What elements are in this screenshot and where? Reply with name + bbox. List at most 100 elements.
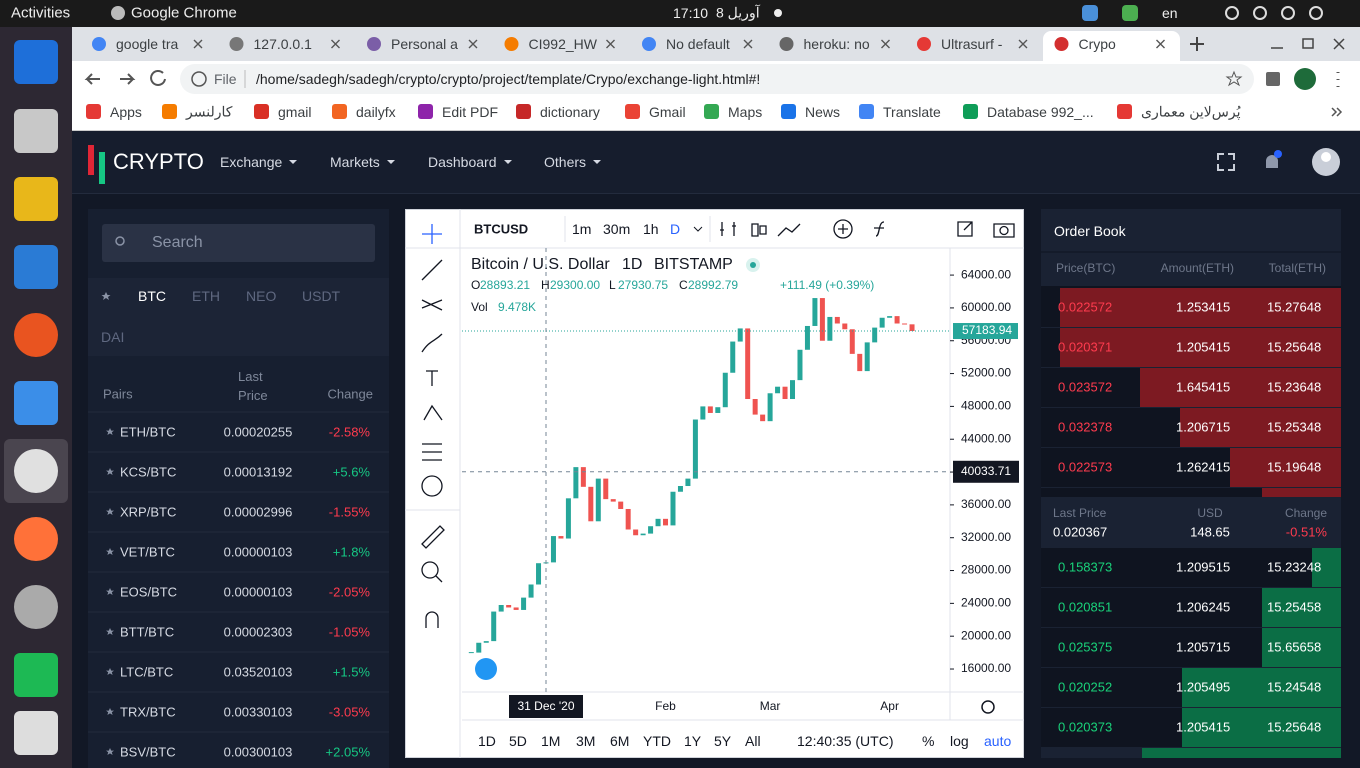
pair[interactable]: VET/BTC — [120, 544, 175, 560]
activities[interactable]: Activities — [11, 4, 71, 22]
range[interactable]: 1Y — [684, 733, 702, 749]
market-tab[interactable]: BTC — [138, 288, 166, 304]
range[interactable]: 1M — [541, 733, 561, 749]
url[interactable]: /home/sadegh/sadegh/crypto/crypto/projec… — [256, 71, 761, 87]
app-menu[interactable]: Google Chrome — [131, 4, 237, 22]
market-tab[interactable]: ETH — [192, 288, 220, 304]
bookmark[interactable]: Translate — [883, 104, 941, 120]
bookmark[interactable]: کارلنسر — [186, 103, 233, 120]
ask-cell[interactable]: 15.25348 — [1267, 419, 1322, 435]
pair[interactable]: XRP/BTC — [120, 504, 177, 520]
ask-cell[interactable]: 15.19648 — [1267, 459, 1322, 475]
range[interactable]: 5Y — [714, 733, 732, 749]
market-tab[interactable]: NEO — [246, 288, 277, 304]
bid-cell[interactable]: 15.25458 — [1267, 599, 1322, 615]
interval[interactable]: 1m — [572, 221, 592, 237]
bid-cell[interactable]: 0.158373 — [1058, 559, 1113, 575]
tab-title[interactable]: CI992_HW — [528, 36, 597, 52]
ask-cell[interactable]: 15.27648 — [1267, 299, 1322, 315]
bid-cell[interactable]: 15.23248 — [1267, 559, 1322, 575]
bookmark[interactable]: Gmail — [649, 104, 686, 120]
pair[interactable]: BSV/BTC — [120, 744, 176, 760]
tab-title[interactable]: Personal a — [391, 36, 458, 52]
ask-cell[interactable]: 1.205415 — [1176, 339, 1231, 355]
bookmark[interactable]: Apps — [110, 104, 142, 120]
ask-cell[interactable]: 0.020371 — [1058, 339, 1113, 355]
ask-cell[interactable]: 0.032378 — [1058, 419, 1113, 435]
bid-cell[interactable]: 0.025375 — [1058, 639, 1113, 655]
search-box[interactable] — [102, 224, 375, 262]
tab-title[interactable]: 127.0.0.1 — [253, 36, 312, 52]
ask-cell[interactable]: 15.25648 — [1267, 339, 1322, 355]
bookmark[interactable]: Maps — [728, 104, 763, 120]
bookmark[interactable]: dictionary — [540, 104, 600, 120]
market-tab[interactable]: USDT — [302, 288, 341, 304]
ask-cell[interactable]: 0.023572 — [1058, 379, 1113, 395]
bid-cell[interactable]: 0.020252 — [1058, 679, 1113, 695]
bookmark[interactable]: dailyfx — [356, 104, 396, 120]
interval[interactable]: D — [670, 221, 681, 237]
bid-cell[interactable]: 1.205415 — [1176, 719, 1231, 735]
interval[interactable]: 30m — [603, 221, 631, 237]
omnibox[interactable] — [180, 64, 1254, 94]
bid-cell[interactable]: 15.25648 — [1267, 719, 1322, 735]
bid-cell[interactable]: 1.209515 — [1176, 559, 1231, 575]
range[interactable]: 6M — [610, 733, 630, 749]
tab-title[interactable]: heroku: no — [803, 36, 870, 52]
bookmark-icon — [1117, 104, 1132, 119]
tab-title[interactable]: google tra — [116, 36, 179, 52]
bid-cell[interactable]: 1.206245 — [1176, 599, 1231, 615]
bid-cell[interactable]: 15.65658 — [1267, 639, 1322, 655]
interval[interactable]: 1h — [643, 221, 659, 237]
bookmark[interactable]: Edit PDF — [442, 104, 499, 120]
range[interactable]: YTD — [643, 733, 671, 749]
ask-cell[interactable]: 0.022572 — [1058, 299, 1113, 315]
toolbar-icon — [720, 222, 736, 236]
bid-cell[interactable]: 1.205715 — [1176, 639, 1231, 655]
range[interactable]: 3M — [576, 733, 596, 749]
market-tab[interactable]: DAI — [101, 329, 125, 345]
pair[interactable]: KCS/BTC — [120, 464, 177, 480]
tab-title[interactable]: No default — [666, 36, 730, 52]
pair[interactable]: ETH/BTC — [120, 424, 176, 440]
language[interactable]: en — [1162, 5, 1178, 21]
nav-menu[interactable]: Markets — [330, 154, 380, 170]
symbol[interactable]: BTCUSD — [474, 221, 529, 237]
bid-cell[interactable]: 0.020851 — [1058, 599, 1113, 615]
scale-option[interactable]: % — [922, 733, 935, 749]
extensions — [1266, 72, 1280, 86]
bookmark[interactable]: gmail — [278, 104, 312, 120]
bid-cell[interactable]: 1.205495 — [1176, 679, 1231, 695]
range[interactable]: All — [745, 733, 761, 749]
candle — [775, 386, 781, 394]
scale-option[interactable]: log — [950, 733, 969, 749]
pair[interactable]: EOS/BTC — [120, 584, 178, 600]
nav-menu[interactable]: Dashboard — [428, 154, 497, 170]
range[interactable]: 5D — [509, 733, 527, 749]
candle — [849, 329, 855, 354]
pair[interactable]: BTT/BTC — [120, 624, 175, 640]
nav-menu[interactable]: Others — [544, 154, 587, 170]
ask-depth — [1230, 448, 1341, 487]
ask-cell[interactable]: 1.253415 — [1176, 299, 1231, 315]
bid-cell[interactable]: 15.24548 — [1267, 679, 1322, 695]
pair[interactable]: LTC/BTC — [120, 664, 174, 680]
ask-cell[interactable]: 0.022573 — [1058, 459, 1113, 475]
y-tick-label: 16000.00 — [961, 661, 1011, 675]
brand[interactable]: CRYPTO — [113, 149, 204, 174]
bookmark[interactable]: News — [805, 104, 841, 120]
range[interactable]: 1D — [478, 733, 496, 749]
tab-title[interactable]: Ultrasurf - — [941, 36, 1003, 52]
bookmark[interactable]: پُرس‌لاین معماری — [1141, 103, 1241, 120]
ask-cell[interactable]: 15.23648 — [1267, 379, 1322, 395]
ask-cell[interactable]: 1.645415 — [1176, 379, 1231, 395]
nav-menu[interactable]: Exchange — [220, 154, 283, 170]
bookmark[interactable]: Database 992_... — [987, 104, 1094, 120]
ask-cell[interactable]: 1.206715 — [1176, 419, 1231, 435]
search-placeholder[interactable]: Search — [152, 234, 203, 251]
ask-cell[interactable]: 1.262415 — [1176, 459, 1231, 475]
pair[interactable]: TRX/BTC — [120, 704, 176, 720]
scale-option[interactable]: auto — [984, 733, 1012, 749]
tab-title[interactable]: Crypo — [1078, 36, 1116, 52]
bid-cell[interactable]: 0.020373 — [1058, 719, 1113, 735]
